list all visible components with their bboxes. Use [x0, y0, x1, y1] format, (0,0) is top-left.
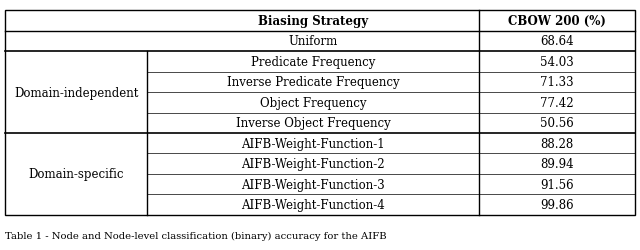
Text: Table 1 - Node and Node-level classification (binary) accuracy for the AIFB: Table 1 - Node and Node-level classifica… [5, 230, 387, 239]
Text: 88.28: 88.28 [540, 137, 573, 150]
Text: AIFB-Weight-Function-1: AIFB-Weight-Function-1 [241, 137, 385, 150]
Text: 91.56: 91.56 [540, 178, 573, 191]
Bar [5, 11, 635, 215]
Text: 71.33: 71.33 [540, 76, 573, 89]
Text: 68.64: 68.64 [540, 35, 573, 48]
Text: CBOW 200 (%): CBOW 200 (%) [508, 15, 605, 28]
Text: Inverse Object Frequency: Inverse Object Frequency [236, 117, 390, 130]
Text: 89.94: 89.94 [540, 158, 573, 170]
Text: AIFB-Weight-Function-3: AIFB-Weight-Function-3 [241, 178, 385, 191]
Text: Predicate Frequency: Predicate Frequency [251, 56, 375, 69]
Text: Biasing Strategy: Biasing Strategy [258, 15, 368, 28]
Text: Domain-independent: Domain-independent [14, 86, 138, 99]
Text: Inverse Predicate Frequency: Inverse Predicate Frequency [227, 76, 399, 89]
Text: 99.86: 99.86 [540, 198, 573, 211]
Text: 54.03: 54.03 [540, 56, 573, 69]
Text: 50.56: 50.56 [540, 117, 573, 130]
Text: 77.42: 77.42 [540, 96, 573, 110]
Text: Object Frequency: Object Frequency [260, 96, 366, 110]
Text: Domain-specific: Domain-specific [28, 168, 124, 181]
Text: AIFB-Weight-Function-4: AIFB-Weight-Function-4 [241, 198, 385, 211]
Text: AIFB-Weight-Function-2: AIFB-Weight-Function-2 [241, 158, 385, 170]
Text: Uniform: Uniform [289, 35, 337, 48]
